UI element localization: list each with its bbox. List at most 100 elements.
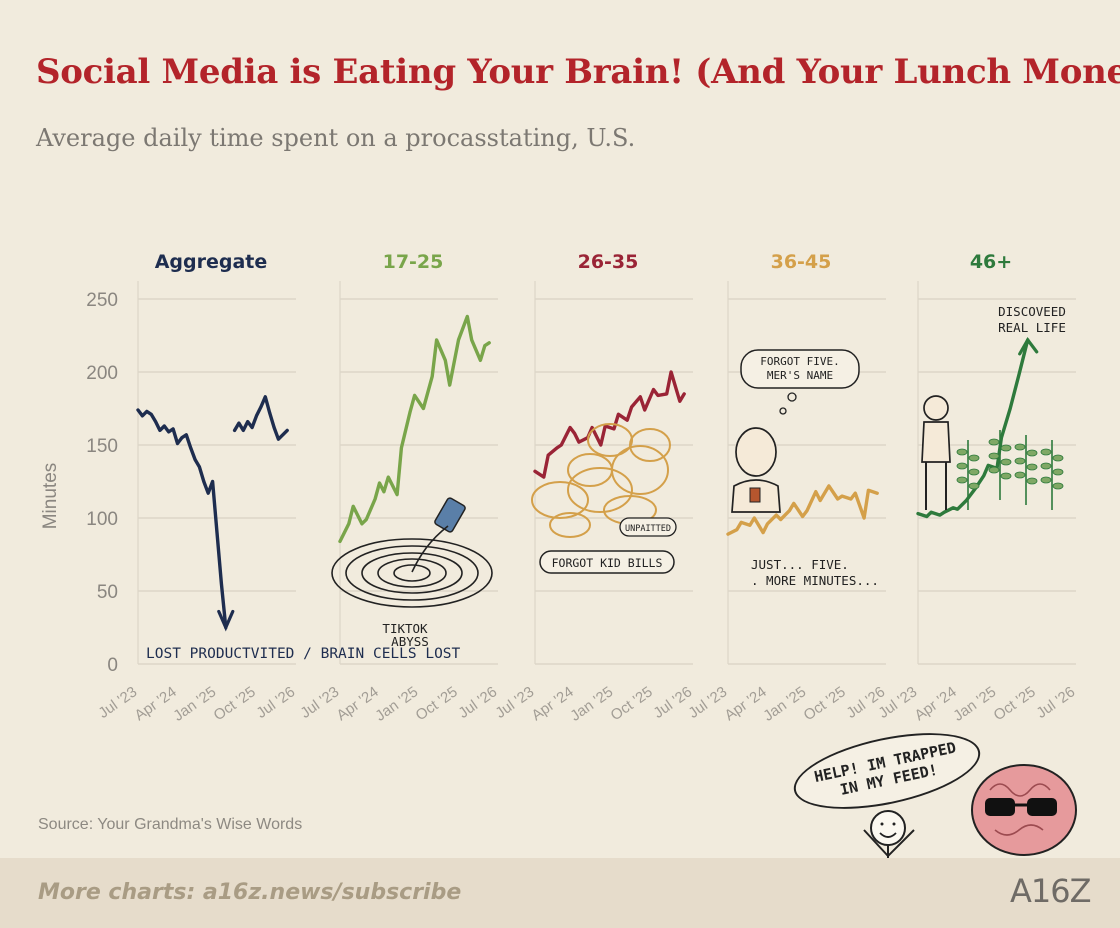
data-point [185, 433, 188, 436]
data-point [775, 514, 778, 516]
plant-leaf [1000, 444, 1012, 452]
plant-leaf [956, 462, 968, 470]
x-tick-label: Oct '25 [210, 683, 258, 724]
series-line [533, 370, 686, 479]
panel-title: 26-35 [578, 251, 639, 273]
data-point [965, 499, 968, 502]
scribble-loop [587, 423, 633, 457]
y-tick-label: 250 [86, 290, 118, 311]
arrow-head [217, 609, 235, 632]
whirlpool-ring [361, 552, 463, 594]
sunglasses-left [985, 798, 1015, 816]
data-point [154, 420, 157, 423]
plant-leaf [1014, 457, 1026, 465]
data-point [788, 509, 791, 512]
plant-leaf [1026, 463, 1038, 471]
plant-leaf [988, 438, 1000, 446]
data-point [828, 485, 830, 487]
data-point [365, 518, 368, 521]
annotation-real-life: DISCOVEED REAL LIFE [998, 304, 1066, 335]
panel-title: 36-45 [771, 251, 832, 273]
data-point [735, 528, 738, 531]
data-point [273, 426, 275, 429]
data-point [198, 466, 201, 468]
annotation-line: TIKTOK [382, 621, 428, 636]
data-point [211, 480, 214, 483]
data-point [172, 428, 174, 430]
chart-subtitle: Average daily time spent on a procasstat… [36, 124, 636, 152]
phone-icon [434, 497, 466, 533]
plant-leaf [1040, 462, 1052, 470]
data-point [679, 400, 681, 403]
data-point [339, 540, 341, 543]
data-point [238, 422, 240, 424]
data-point [740, 521, 742, 524]
brand-logo: A16Z [1010, 872, 1092, 910]
annotation-line: MER'S NAME [767, 369, 833, 382]
data-point [925, 515, 928, 518]
data-point [930, 511, 932, 513]
data-point [556, 447, 558, 449]
data-point [431, 375, 433, 378]
data-point [220, 582, 223, 585]
data-point [534, 470, 536, 473]
x-tick-label: Jan '25 [372, 683, 421, 724]
x-tick-label: Apr '24 [528, 683, 576, 724]
annotation-forgot-name: FORGOT FIVE. MER'S NAME [760, 355, 839, 382]
y-axis: Minutes 0 50 100 150 200 250 [40, 290, 118, 676]
bills-label-box [539, 550, 675, 574]
sunglasses-right [1027, 798, 1057, 816]
data-point [591, 426, 593, 429]
data-point [600, 444, 602, 446]
data-point [626, 419, 628, 421]
x-tick-label: Jan '25 [760, 683, 809, 724]
data-point [422, 407, 425, 410]
data-point [378, 482, 381, 484]
data-point [137, 409, 139, 411]
data-point [987, 464, 990, 467]
plant-icon [1014, 435, 1038, 505]
subscribe-link[interactable]: More charts: a16z.news/subscribe [38, 880, 462, 905]
x-tick-label: Jan '25 [950, 683, 999, 724]
plant-leaf [1014, 471, 1026, 479]
plant-leaf [988, 466, 1000, 474]
plant-leaf [968, 482, 980, 490]
data-point [145, 410, 148, 413]
data-point [854, 492, 857, 494]
plant-leaf [1052, 482, 1064, 490]
data-point [457, 339, 460, 341]
thought-dot [779, 407, 787, 415]
data-point [665, 393, 668, 395]
plant-leaf [968, 454, 980, 462]
x-tick-label: Apr '24 [911, 683, 959, 724]
annotation-lost-productivity: LOST PRODUCTVITED / BRAIN CELLS LOST [146, 646, 461, 662]
data-point [801, 515, 804, 518]
scribble-loop [549, 512, 591, 538]
data-point [242, 429, 245, 432]
annotation-line: DISCOVEED [998, 304, 1066, 319]
x-tick-label: Jul '23 [685, 683, 730, 722]
plant-leaf [956, 448, 968, 456]
x-tick-label: Jul '23 [297, 683, 342, 722]
data-point [400, 447, 403, 449]
data-point [604, 425, 607, 427]
x-tick-label: Jul '26 [455, 683, 500, 722]
y-tick-label: 100 [86, 509, 118, 530]
data-point [542, 476, 545, 478]
data-point [569, 426, 571, 429]
whirlpool-ring [393, 564, 431, 582]
x-tick-label: Oct '25 [990, 683, 1038, 724]
whirlpool-ring [377, 558, 447, 588]
plant-leaf [1000, 472, 1012, 480]
annotation-line: JUST... FIVE. [751, 557, 849, 572]
x-tick-label: Jan '25 [567, 683, 616, 724]
data-point [409, 410, 412, 413]
data-point [652, 388, 655, 391]
data-point [753, 517, 756, 519]
scribble-loop [567, 453, 613, 487]
panel-title: 17-25 [383, 251, 444, 273]
arrow-head [1018, 336, 1039, 356]
data-point [470, 339, 473, 341]
unpaid-tag [619, 517, 677, 537]
